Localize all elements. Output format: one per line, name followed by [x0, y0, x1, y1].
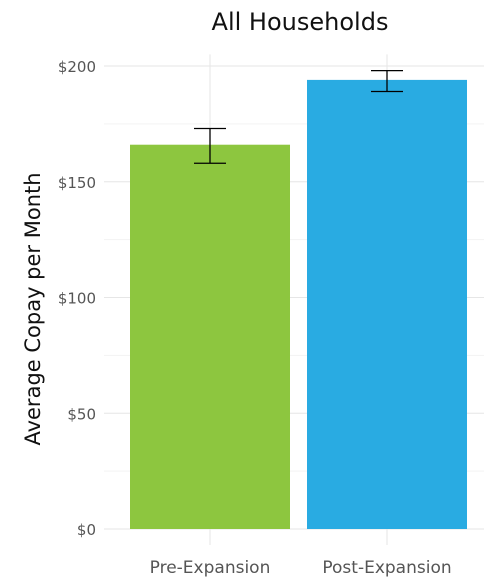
- bars: [130, 79, 467, 529]
- x-tick-label: Pre-Expansion: [150, 558, 271, 578]
- x-tick-label: Post-Expansion: [322, 558, 451, 578]
- chart-title: All Households: [212, 8, 389, 36]
- y-tick-label: $0: [77, 521, 96, 539]
- y-tick-label: $200: [58, 58, 96, 76]
- y-tick-label: $100: [58, 290, 96, 308]
- bar-post-expansion: [307, 79, 467, 529]
- y-tick-labels: $0 $50 $100 $150 $200: [58, 58, 96, 539]
- bar-pre-expansion: [130, 144, 290, 529]
- y-tick-label: $50: [67, 405, 96, 423]
- error-bars: [194, 69, 403, 164]
- y-axis-label: Average Copay per Month: [21, 172, 45, 445]
- y-tick-label: $150: [58, 174, 96, 192]
- x-tick-labels: Pre-Expansion Post-Expansion: [150, 558, 452, 578]
